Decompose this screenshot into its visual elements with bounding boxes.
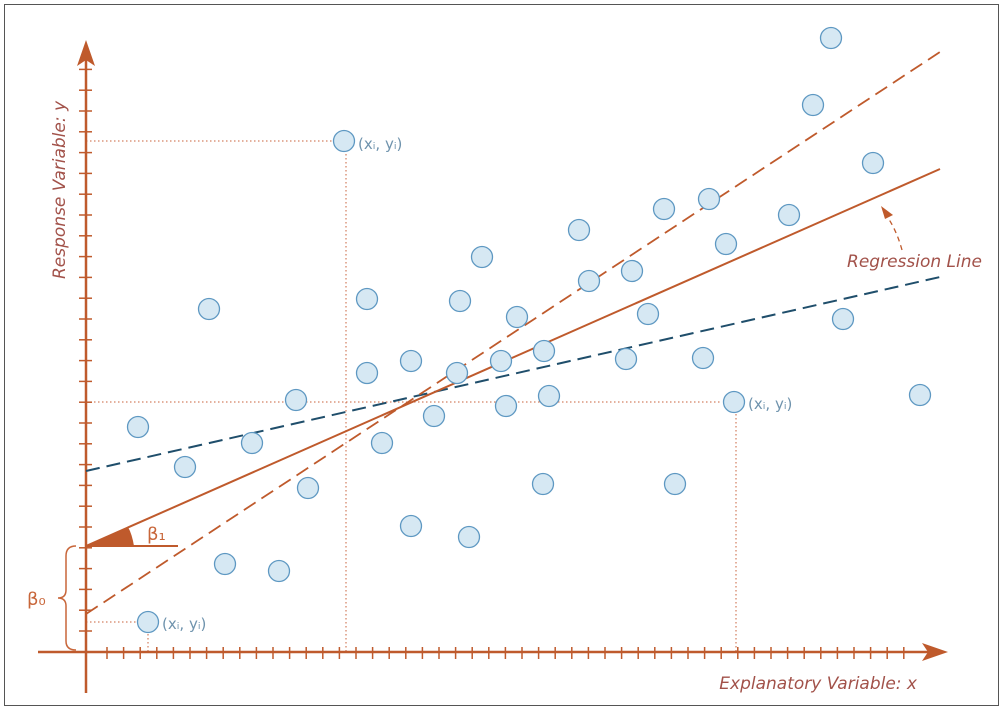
data-point	[355, 361, 379, 385]
y-axis-arrow	[77, 40, 95, 66]
data-point	[777, 203, 801, 227]
data-point	[537, 384, 561, 408]
data-point	[567, 218, 591, 242]
data-point	[819, 26, 843, 50]
data-point	[614, 347, 638, 371]
data-point	[505, 305, 529, 329]
beta0-label: β₀	[27, 589, 46, 610]
data-point	[722, 390, 746, 414]
y-axis-ticks	[79, 68, 92, 632]
data-point	[663, 472, 687, 496]
data-point	[494, 394, 518, 418]
data-point	[267, 559, 291, 583]
data-point	[355, 287, 379, 311]
data-point	[620, 259, 644, 283]
data-point	[831, 307, 855, 331]
data-point	[284, 388, 308, 412]
data-point	[636, 302, 660, 326]
y-axis-title: Response Variable: y	[50, 100, 70, 279]
beta0-brace	[57, 545, 77, 651]
data-point	[126, 415, 150, 439]
point-label-low: (xᵢ, yᵢ)	[162, 615, 206, 633]
regression-pointer-head	[881, 206, 893, 219]
point-label-mid: (xᵢ, yᵢ)	[748, 395, 792, 413]
data-point	[445, 361, 469, 385]
data-point	[532, 339, 556, 363]
steep-dashed-line	[85, 51, 941, 615]
data-point	[697, 187, 721, 211]
regression-line	[85, 168, 941, 547]
data-point	[136, 610, 160, 634]
guide-lines	[86, 140, 737, 652]
beta1-angle	[86, 527, 178, 547]
point-label-top: (xᵢ, yᵢ)	[358, 135, 402, 153]
data-point	[652, 197, 676, 221]
beta1-wedge	[86, 527, 134, 546]
data-point	[531, 472, 555, 496]
beta1-label: β₁	[147, 524, 166, 545]
data-point	[370, 431, 394, 455]
data-point	[470, 245, 494, 269]
x-axis-ticks	[106, 647, 905, 659]
data-point	[691, 346, 715, 370]
data-point	[399, 349, 423, 373]
fit-lines	[85, 51, 941, 615]
data-point	[577, 269, 601, 293]
regression-pointer	[881, 206, 903, 251]
axes	[38, 40, 948, 693]
data-point	[448, 289, 472, 313]
x-axis-title: Explanatory Variable: x	[719, 674, 918, 694]
data-point	[197, 297, 221, 321]
data-point	[173, 455, 197, 479]
data-point	[240, 431, 264, 455]
x-axis-arrow	[922, 643, 948, 661]
data-point	[861, 151, 885, 175]
data-points	[126, 26, 932, 634]
data-point	[399, 514, 423, 538]
data-point	[457, 525, 481, 549]
data-point	[489, 349, 513, 373]
data-point	[714, 232, 738, 256]
data-point	[801, 93, 825, 117]
data-point	[213, 552, 237, 576]
data-point	[908, 383, 932, 407]
data-point	[296, 476, 320, 500]
regression-line-label: Regression Line	[847, 252, 982, 272]
data-point	[332, 129, 356, 153]
data-point	[422, 404, 446, 428]
